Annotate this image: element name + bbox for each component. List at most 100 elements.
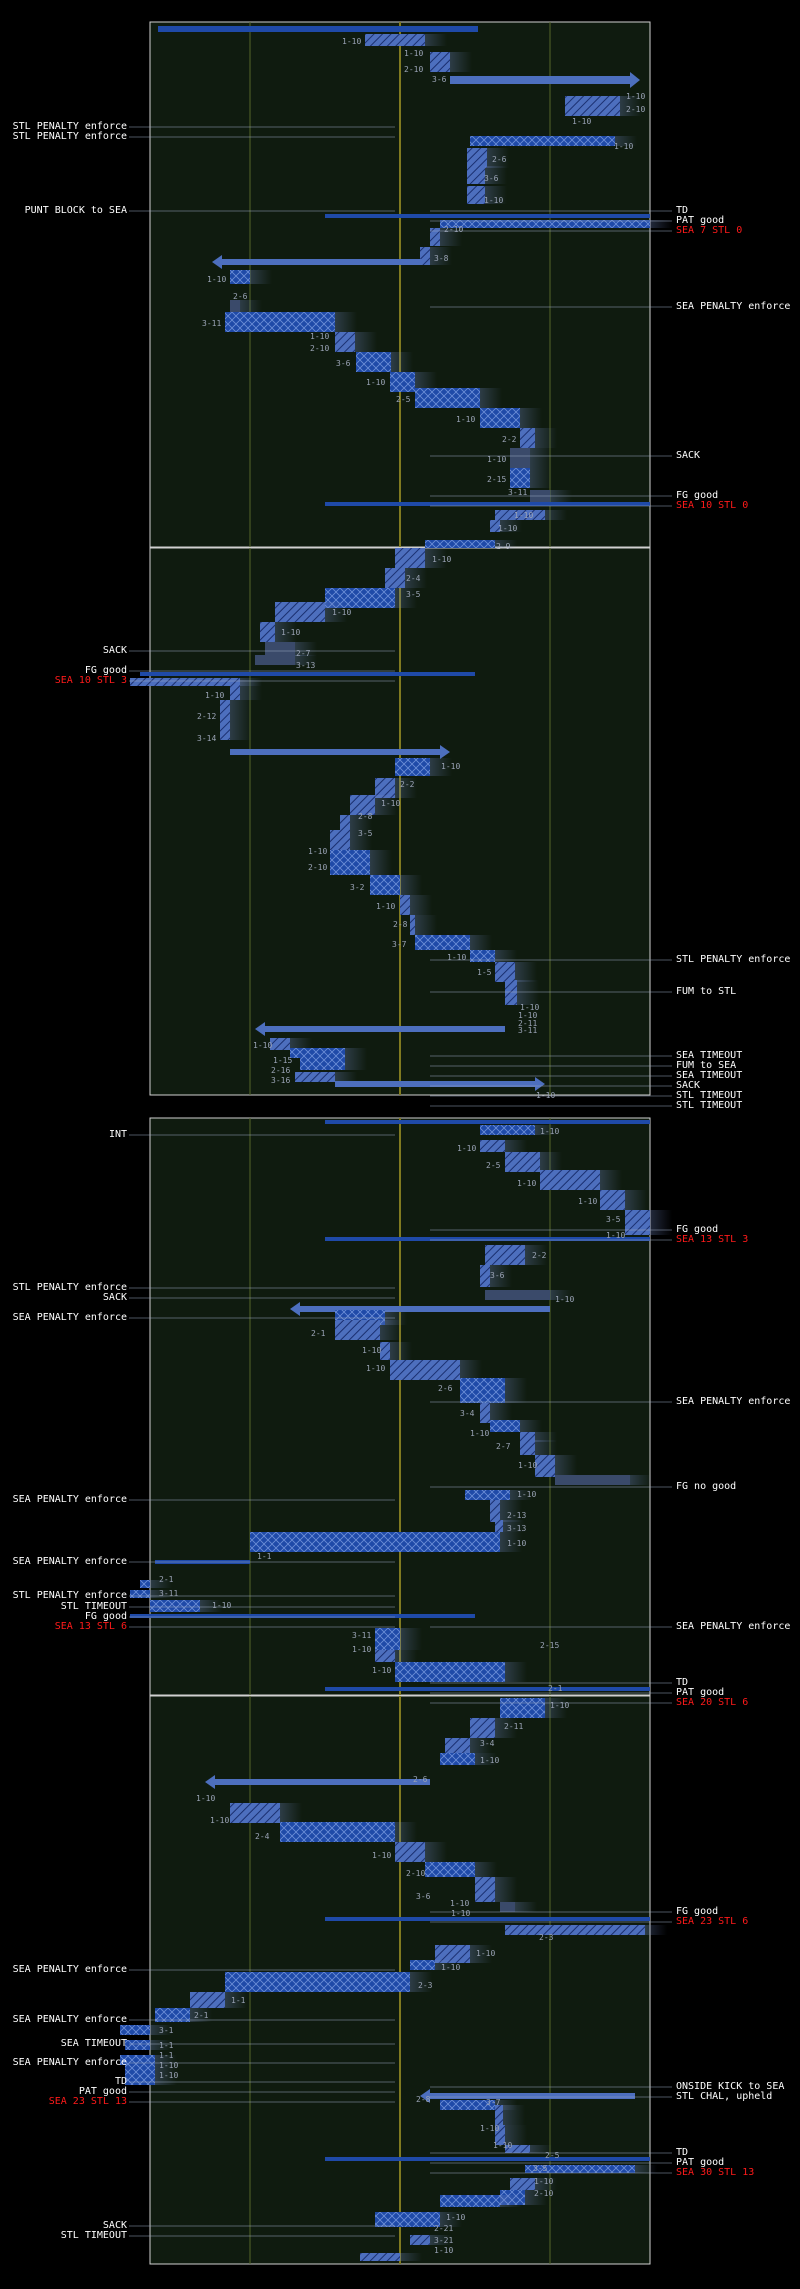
drive-play-bar bbox=[420, 247, 430, 265]
play-annotation: SEA PENALTY enforce bbox=[12, 2014, 127, 2025]
down-distance-label: 1-10 bbox=[451, 1909, 471, 1918]
drive-play-fade bbox=[370, 850, 392, 875]
down-distance-label: 1-10 bbox=[310, 332, 330, 341]
drive-play-fade bbox=[435, 1960, 457, 1970]
drive-play-fade bbox=[345, 1048, 367, 1058]
drive-play-bar bbox=[390, 372, 415, 392]
down-distance-label: 3-4 bbox=[480, 1739, 495, 1748]
down-distance-label: 1-10 bbox=[457, 1144, 477, 1153]
drive-play-bar bbox=[440, 220, 650, 228]
down-distance-label: 1-10 bbox=[441, 1963, 461, 1972]
drive-play-fade bbox=[475, 1753, 497, 1765]
down-distance-label: 1-10 bbox=[210, 1816, 230, 1825]
down-distance-label: 2-5 bbox=[486, 1161, 501, 1170]
drive-play-fade bbox=[240, 300, 262, 312]
drive-play-fade bbox=[600, 1170, 622, 1190]
down-distance-label: 1-10 bbox=[498, 524, 518, 533]
drive-play-bar bbox=[525, 2165, 635, 2173]
drive-play-bar bbox=[490, 1420, 520, 1432]
drive-play-bar bbox=[495, 510, 545, 520]
play-annotation: SEA 7 STL 0 bbox=[676, 225, 743, 236]
drive-play-bar bbox=[356, 352, 391, 372]
down-distance-label: 1-10 bbox=[366, 1364, 386, 1373]
drive-play-bar bbox=[225, 1972, 410, 1992]
drive-play-bar bbox=[385, 568, 405, 588]
drive-play-fade bbox=[425, 34, 447, 46]
drive-play-bar bbox=[130, 1614, 475, 1618]
down-distance-label: 3-6 bbox=[432, 75, 447, 84]
play-annotation: FG good bbox=[676, 1224, 719, 1235]
down-distance-label: 1-10 bbox=[434, 2246, 454, 2255]
drive-play-fade bbox=[500, 1500, 522, 1522]
drive-play-fade bbox=[555, 1455, 577, 1477]
drive-play-bar bbox=[275, 602, 325, 622]
drive-play-bar bbox=[265, 1026, 505, 1032]
down-distance-label: 1-10 bbox=[606, 1231, 626, 1240]
drive-play-bar bbox=[480, 1403, 490, 1423]
drive-play-bar bbox=[495, 962, 515, 982]
drive-play-bar bbox=[255, 655, 295, 665]
down-distance-label: 2-10 bbox=[406, 1869, 426, 1878]
drive-arrow-head bbox=[535, 1077, 545, 1091]
drive-play-bar bbox=[415, 388, 480, 408]
down-distance-label: 1-10 bbox=[253, 1041, 273, 1050]
down-distance-label: 3-6 bbox=[336, 359, 351, 368]
down-distance-label: 1-10 bbox=[578, 1197, 598, 1206]
drive-play-fade bbox=[535, 2178, 557, 2190]
down-distance-label: 2-6 bbox=[233, 292, 248, 301]
play-annotation: SEA TIMEOUT bbox=[676, 1070, 743, 1081]
down-distance-label: 3-1 bbox=[159, 2026, 174, 2035]
drive-play-bar bbox=[265, 642, 295, 656]
play-annotation: FUM to SEA bbox=[676, 1060, 737, 1071]
drive-play-fade bbox=[650, 1210, 672, 1235]
drive-arrow-head bbox=[212, 255, 222, 269]
down-distance-label: 1-10 bbox=[372, 1851, 392, 1860]
drive-play-bar bbox=[330, 850, 370, 875]
down-distance-label: 2-1 bbox=[194, 2011, 209, 2020]
play-annotation: FG good bbox=[84, 1611, 127, 1622]
drive-play-bar bbox=[415, 935, 470, 950]
play-annotation: SEA PENALTY enforce bbox=[12, 1964, 127, 1975]
drive-play-bar bbox=[335, 1081, 535, 1087]
down-distance-label: 2-10 bbox=[310, 344, 330, 353]
down-distance-label: 2-8 bbox=[358, 812, 373, 821]
drive-play-fade bbox=[410, 1972, 432, 1992]
drive-play-bar bbox=[480, 408, 520, 428]
down-distance-label: 3-5 bbox=[606, 1215, 621, 1224]
drive-arrow-head bbox=[205, 1775, 215, 1789]
down-distance-label: 1-10 bbox=[372, 1666, 392, 1675]
play-annotation: SACK bbox=[676, 1080, 701, 1091]
drive-play-bar bbox=[395, 1842, 425, 1862]
drive-play-bar bbox=[395, 548, 425, 568]
play-annotation: TD bbox=[676, 2147, 689, 2158]
drive-play-bar bbox=[325, 1917, 650, 1921]
drive-play-bar bbox=[480, 1140, 505, 1152]
down-distance-label: 1-10 bbox=[441, 762, 461, 771]
play-annotation: SEA TIMEOUT bbox=[676, 1050, 743, 1061]
drive-play-fade bbox=[150, 2025, 172, 2035]
drive-play-bar bbox=[140, 1580, 150, 1588]
down-distance-label: 1-10 bbox=[517, 1179, 537, 1188]
drive-play-fade bbox=[520, 1420, 542, 1432]
drive-play-bar bbox=[375, 1628, 400, 1650]
drive-play-bar bbox=[222, 259, 422, 265]
down-distance-label: 1-10 bbox=[381, 799, 401, 808]
drive-play-bar bbox=[130, 678, 240, 686]
drive-play-fade bbox=[405, 568, 427, 588]
drive-play-bar bbox=[625, 1210, 650, 1235]
drive-play-fade bbox=[240, 680, 262, 700]
down-distance-label: 2-1 bbox=[311, 1329, 326, 1338]
down-distance-label: 2-21 bbox=[434, 2224, 454, 2233]
down-distance-label: 2-1 bbox=[159, 1575, 174, 1584]
drive-play-bar bbox=[380, 1342, 390, 1360]
drive-play-bar bbox=[365, 34, 425, 46]
down-distance-label: 2-15 bbox=[487, 475, 507, 484]
drive-play-fade bbox=[230, 700, 252, 720]
down-distance-label: 1-10 bbox=[308, 847, 328, 856]
play-annotation: STL TIMEOUT bbox=[60, 2230, 127, 2241]
down-distance-label: 1-10 bbox=[447, 953, 467, 962]
drive-play-bar bbox=[430, 228, 440, 246]
down-distance-label: 2-8 bbox=[416, 2095, 431, 2104]
